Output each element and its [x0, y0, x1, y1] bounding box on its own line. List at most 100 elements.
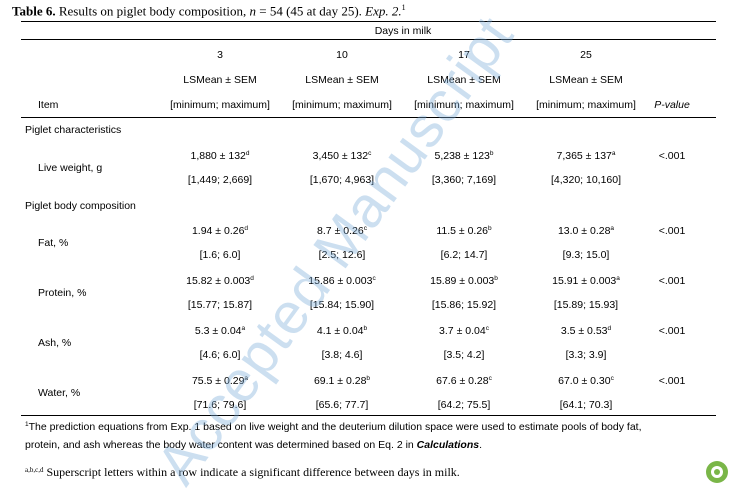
- mean-cell: 5.3 ± 0.04a: [195, 325, 245, 337]
- days-group-rule: [21, 39, 716, 40]
- row-label-2: Protein, %: [38, 287, 87, 299]
- range-header-0: [minimum; maximum]: [170, 99, 270, 111]
- table-title: Table 6. Results on piglet body composit…: [12, 3, 406, 19]
- mean-cell: 69.1 ± 0.28b: [314, 375, 370, 387]
- range-cell: [3.5; 4.2]: [443, 349, 485, 361]
- mean-value: 15.89 ± 0.003: [430, 275, 495, 287]
- significance-letter: a: [611, 150, 616, 157]
- significance-letter: b: [363, 325, 368, 332]
- row-label-0: Live weight, g: [38, 162, 103, 174]
- mean-cell: 1.94 ± 0.26d: [192, 225, 248, 237]
- mean-value: 1,880 ± 132: [190, 150, 246, 162]
- significance-letter: c: [488, 375, 492, 382]
- mean-value: 15.82 ± 0.003: [186, 275, 251, 287]
- range-cell: [6.2; 14.7]: [440, 249, 488, 261]
- significance-letter: b: [488, 225, 492, 232]
- significance-letter: b: [494, 275, 498, 282]
- significance-letter: c: [368, 150, 372, 157]
- table-label: Table 6.: [12, 3, 56, 19]
- footnote-2: a,b,c,d Superscript letters within a row…: [25, 465, 460, 480]
- footnote-1-text-2c: .: [479, 439, 483, 451]
- range-cell: [64.1; 70.3]: [559, 399, 613, 411]
- mean-cell: 5,238 ± 123b: [434, 150, 493, 162]
- range-cell: [71.6; 79.6]: [193, 399, 247, 411]
- significance-letter: a: [244, 375, 249, 382]
- footnote-2-mark: a,b,c,d: [25, 466, 44, 474]
- mean-value: 3.7 ± 0.04: [439, 325, 486, 337]
- significance-letter: c: [610, 375, 614, 382]
- title-footnote-mark: 1: [401, 3, 406, 12]
- range-cell: [15.86; 15.92]: [431, 299, 497, 311]
- pvalue-cell: <.001: [658, 225, 686, 237]
- mean-cell: 3,450 ± 132c: [313, 150, 372, 162]
- row-label-1: Fat, %: [38, 237, 69, 249]
- stat-header-3: LSMean ± SEM: [549, 74, 623, 86]
- mean-cell: 7,365 ± 137a: [556, 150, 615, 162]
- range-cell: [1.6; 6.0]: [199, 249, 241, 261]
- row-label-4: Water, %: [38, 387, 81, 399]
- title-text-a: Results on piglet body composition,: [55, 3, 250, 19]
- mean-value: 3.5 ± 0.53: [560, 325, 608, 337]
- range-cell: [1,670; 4,963]: [309, 174, 375, 186]
- significance-letter: c: [363, 225, 367, 232]
- title-text-b: = 54 (45 at day 25).: [256, 3, 366, 19]
- mean-cell: 75.5 ± 0.29a: [192, 375, 248, 387]
- mean-cell: 67.0 ± 0.30c: [558, 375, 614, 387]
- range-cell: [1,449; 2,669]: [187, 174, 253, 186]
- range-cell: [2.5; 12.6]: [318, 249, 366, 261]
- mean-value: 1.94 ± 0.26: [191, 225, 245, 237]
- title-exp: Exp. 2.: [365, 3, 402, 19]
- significance-letter: a: [616, 275, 620, 282]
- header-bottom-rule: [21, 117, 716, 118]
- significance-letter: d: [245, 150, 250, 157]
- significance-letter: c: [372, 275, 376, 282]
- day-header-0: 3: [217, 49, 223, 61]
- footnote-2-text: Superscript letters within a row indicat…: [46, 465, 460, 479]
- pvalue-cell: <.001: [658, 325, 686, 337]
- range-cell: [15.89; 15.93]: [553, 299, 619, 311]
- mean-value: 69.1 ± 0.28: [313, 375, 367, 387]
- footnote-1-calculations: Calculations: [416, 439, 480, 451]
- mean-value: 8.7 ± 0.26: [317, 225, 364, 237]
- table-top-rule: [21, 21, 716, 22]
- mean-cell: 67.6 ± 0.28c: [436, 375, 492, 387]
- significance-letter: d: [250, 275, 254, 282]
- range-cell: [4,320; 10,160]: [550, 174, 622, 186]
- footnote-1-mark: 1: [25, 421, 29, 428]
- footnote-1-line-1: 1The prediction equations from Exp. 1 ba…: [25, 421, 642, 433]
- range-header-3: [minimum; maximum]: [536, 99, 636, 111]
- mean-cell: 4.1 ± 0.04b: [317, 325, 367, 337]
- range-cell: [3.3; 3.9]: [565, 349, 607, 361]
- significance-letter: b: [489, 150, 494, 157]
- mean-cell: 1,880 ± 132d: [190, 150, 249, 162]
- item-header: Item: [38, 99, 59, 111]
- mean-cell: 15.89 ± 0.003b: [430, 275, 498, 287]
- days-in-milk-header: Days in milk: [374, 25, 432, 37]
- pvalue-cell: <.001: [658, 275, 686, 287]
- significance-letter: a: [241, 325, 246, 332]
- footnote-1-line-2: protein, and ash whereas the body water …: [25, 439, 482, 451]
- section-piglet-characteristics: Piglet characteristics: [25, 124, 122, 136]
- range-cell: [64.2; 75.5]: [437, 399, 491, 411]
- publisher-logo-icon: [706, 461, 728, 483]
- range-cell: [15.77; 15.87]: [187, 299, 253, 311]
- pvalue-cell: <.001: [658, 375, 686, 387]
- significance-letter: b: [366, 375, 371, 382]
- mean-value: 75.5 ± 0.29: [191, 375, 245, 387]
- mean-value: 15.91 ± 0.003: [552, 275, 617, 287]
- range-cell: [3,360; 7,169]: [431, 174, 497, 186]
- significance-letter: c: [485, 325, 489, 332]
- mean-value: 5.3 ± 0.04: [194, 325, 242, 337]
- significance-letter: d: [244, 225, 249, 232]
- mean-value: 13.0 ± 0.28: [557, 225, 611, 237]
- day-header-3: 25: [580, 49, 592, 61]
- mean-value: 11.5 ± 0.26: [436, 225, 489, 237]
- stat-header-1: LSMean ± SEM: [305, 74, 379, 86]
- range-header-1: [minimum; maximum]: [292, 99, 392, 111]
- title-n: n: [249, 3, 257, 19]
- pvalue-cell: <.001: [658, 150, 686, 162]
- mean-cell: 3.7 ± 0.04c: [439, 325, 489, 337]
- mean-value: 5,238 ± 123: [434, 150, 490, 162]
- range-cell: [9.3; 15.0]: [562, 249, 610, 261]
- significance-letter: d: [607, 325, 612, 332]
